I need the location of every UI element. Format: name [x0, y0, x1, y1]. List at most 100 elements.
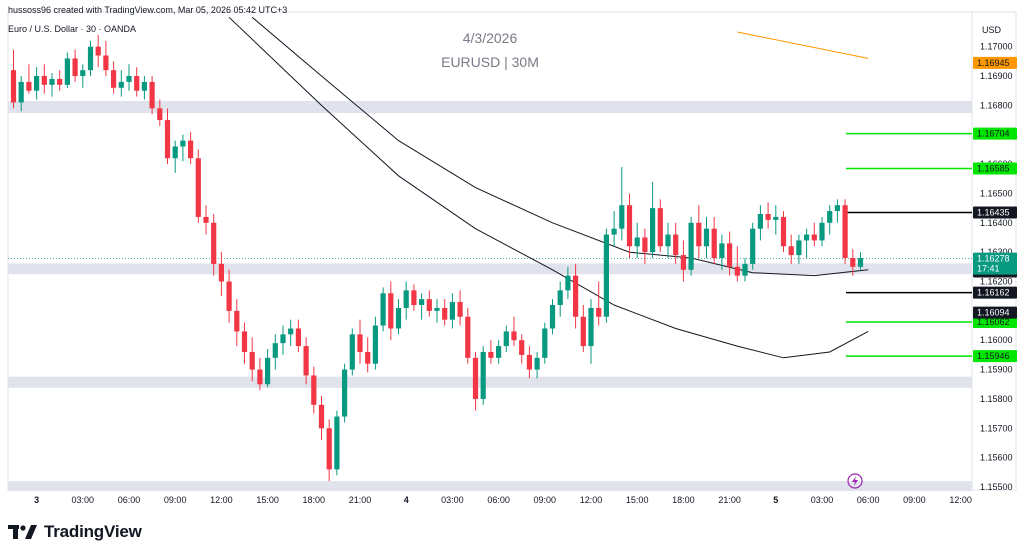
candle-body-43 [342, 369, 348, 417]
sr-zone-0 [8, 100, 972, 114]
candle-body-100 [780, 216, 787, 247]
candle-body-37 [295, 328, 301, 347]
candle-body-68 [534, 357, 540, 370]
candle-body-33 [265, 357, 271, 385]
candle-body-86 [673, 234, 679, 256]
sr-zone-3 [8, 481, 972, 492]
time-tick-label: 03:00 [72, 495, 95, 505]
candle-body-84 [657, 208, 663, 247]
candle-body-93 [727, 243, 733, 267]
price-tick-label: 1.16200 [980, 277, 1013, 287]
ma-line-orange [737, 31, 869, 59]
candle-body-13 [111, 70, 117, 88]
time-tick-label: 03:00 [811, 495, 834, 505]
candle-body-26 [211, 222, 217, 264]
lightning-icon-bolt [852, 476, 858, 486]
candle-body-106 [827, 211, 833, 223]
candle-body-1 [18, 81, 24, 103]
candle-body-81 [634, 237, 640, 247]
lightning-icon[interactable] [847, 473, 863, 489]
last-price-badge-bg [973, 252, 1017, 275]
price-tick-label: 1.15600 [980, 453, 1013, 463]
candle-body-47 [372, 325, 378, 364]
time-tick-label: 15:00 [256, 495, 279, 505]
time-tick-label: 12:00 [949, 495, 972, 505]
level-badge-1-bg [973, 162, 1017, 175]
time-tick-label: 21:00 [718, 495, 741, 505]
level-badge-2: 1.16435 [977, 208, 1010, 218]
candle-body-41 [326, 428, 332, 470]
candle-body-39 [311, 375, 317, 405]
created-by-text: hussoss96 created with TradingView.com, … [8, 5, 288, 15]
candle-body-99 [773, 216, 779, 220]
candle-body-108 [842, 205, 848, 259]
extra-badge-1-bg [973, 306, 1017, 319]
level-badge-3-bg [973, 286, 1017, 299]
time-tick-label: 09:00 [903, 495, 926, 505]
candle-body-110 [857, 258, 864, 267]
candle-body-76 [596, 307, 602, 317]
candle-body-50 [395, 307, 402, 329]
candle-body-19 [157, 108, 163, 121]
chart-frame [7, 11, 1017, 491]
level-badge-5: 1.15946 [977, 351, 1010, 361]
candle-body-48 [380, 293, 386, 326]
time-tick-label: 06:00 [487, 495, 510, 505]
candle-body-17 [141, 81, 147, 91]
candle-body-40 [318, 404, 325, 429]
candle-body-18 [149, 81, 155, 109]
candle-body-78 [611, 228, 617, 235]
extra-badge-0-bg [973, 56, 1017, 69]
watermark-date: 4/3/2026 [462, 30, 518, 46]
candle-body-104 [811, 234, 817, 241]
currency-label: USD [982, 25, 1002, 35]
candle-body-29 [234, 310, 240, 332]
candle-body-56 [442, 307, 448, 320]
price-tick-label: 1.15700 [980, 423, 1013, 433]
time-tick-label: 4 [404, 495, 409, 505]
candle-body-98 [765, 214, 771, 220]
sr-zone-2 [8, 376, 972, 388]
time-tick-label: 3 [34, 495, 39, 505]
level-badge-3: 1.16162 [977, 288, 1010, 298]
price-tick-label: 1.15800 [980, 394, 1013, 404]
level-badge-2-bg [973, 206, 1017, 219]
candle-body-94 [734, 266, 740, 276]
candle-body-24 [195, 158, 201, 217]
candle-body-6 [57, 78, 63, 85]
candle-body-34 [272, 343, 278, 358]
candle-body-42 [334, 416, 340, 470]
ma-line-upper [251, 16, 869, 277]
time-tick-label: 06:00 [118, 495, 141, 505]
time-tick-label: 03:00 [441, 495, 464, 505]
brand-name: TradingView [44, 522, 142, 541]
candle-body-79 [619, 205, 625, 229]
candle-body-95 [742, 263, 748, 276]
candle-body-59 [465, 316, 471, 358]
candle-body-62 [488, 351, 494, 358]
candle-body-36 [288, 328, 294, 335]
candle-body-88 [688, 222, 694, 270]
tradingview-logo: TradingView [8, 522, 142, 542]
time-tick-label: 06:00 [857, 495, 880, 505]
level-badge-4: 1.16062 [977, 317, 1010, 327]
price-tick-label: 1.16800 [980, 100, 1013, 110]
candle-body-38 [303, 346, 309, 376]
candle-body-2 [26, 81, 32, 91]
candle-body-102 [796, 240, 802, 256]
candle-body-109 [850, 258, 856, 267]
candle-body-91 [711, 228, 717, 259]
sr-zone-1 [8, 263, 972, 275]
candle-body-32 [257, 369, 263, 385]
candle-body-63 [496, 346, 502, 358]
candle-body-65 [511, 331, 517, 341]
candle-body-61 [480, 351, 486, 399]
level-badge-0-bg [973, 127, 1017, 140]
level-badge-4-bg [973, 316, 1017, 329]
time-tick-label: 21:00 [349, 495, 372, 505]
candle-body-28 [226, 281, 232, 311]
candle-body-54 [426, 299, 432, 311]
time-tick-label: 09:00 [164, 495, 187, 505]
level-badge-0: 1.16704 [977, 129, 1010, 139]
